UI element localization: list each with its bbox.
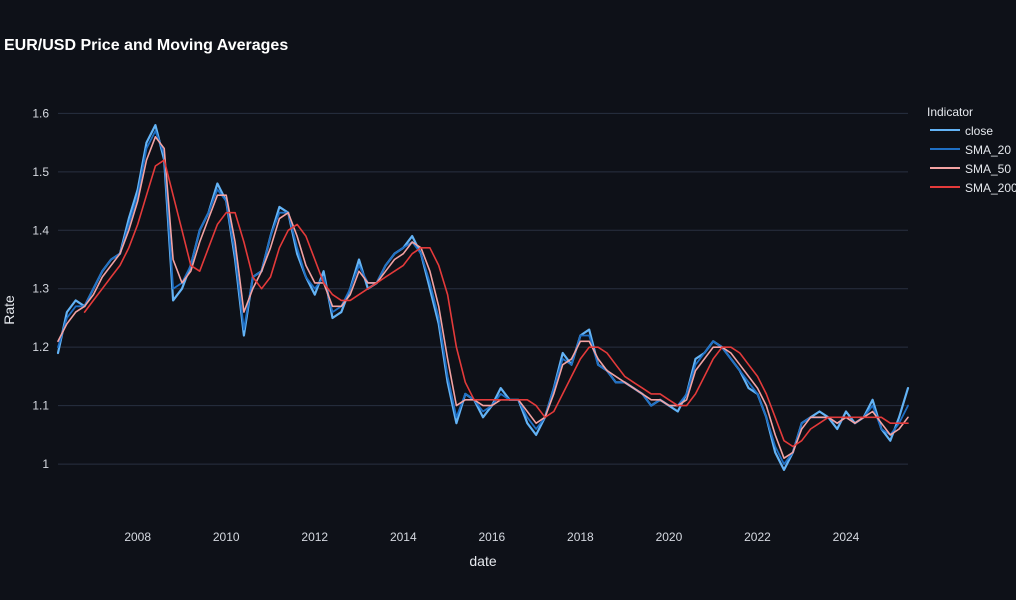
y-axis-title: Rate (1, 295, 17, 325)
y-tick-label: 1 (42, 457, 49, 471)
legend-label-sma-200[interactable]: SMA_200 (965, 181, 1016, 195)
legend-title: Indicator (927, 105, 973, 119)
x-tick-label: 2022 (744, 530, 771, 544)
chart-title: EUR/USD Price and Moving Averages (4, 37, 288, 54)
legend: Indicator close SMA_20 SMA_50 SMA_200 (927, 105, 1016, 195)
legend-label-sma-50[interactable]: SMA_50 (965, 162, 1011, 176)
y-tick-label: 1.1 (32, 399, 49, 413)
y-tick-label: 1.5 (32, 165, 49, 179)
x-axis-ticks: 2008 2010 2012 2014 2016 2018 2020 2022 2024 (124, 530, 859, 544)
x-tick-label: 2024 (833, 530, 860, 544)
x-tick-label: 2014 (390, 530, 417, 544)
x-axis-title: date (469, 553, 496, 569)
y-tick-label: 1.2 (32, 340, 49, 354)
series-line-sma-20 (57, 130, 909, 465)
x-tick-label: 2018 (567, 530, 594, 544)
legend-label-sma-20[interactable]: SMA_20 (965, 143, 1011, 157)
x-tick-label: 2008 (124, 530, 151, 544)
y-tick-label: 1.3 (32, 282, 49, 296)
series-line-sma-50 (57, 136, 909, 459)
y-tick-label: 1.4 (32, 223, 49, 237)
y-axis-ticks: 1 1.1 1.2 1.3 1.4 1.5 1.6 (32, 106, 49, 471)
x-tick-label: 2012 (301, 530, 328, 544)
plot-area (56, 124, 910, 471)
x-tick-label: 2016 (479, 530, 506, 544)
x-tick-label: 2010 (213, 530, 240, 544)
legend-label-close[interactable]: close (965, 124, 993, 138)
x-tick-label: 2020 (656, 530, 683, 544)
series-line-sma-200 (83, 159, 909, 448)
y-tick-label: 1.6 (32, 106, 49, 120)
